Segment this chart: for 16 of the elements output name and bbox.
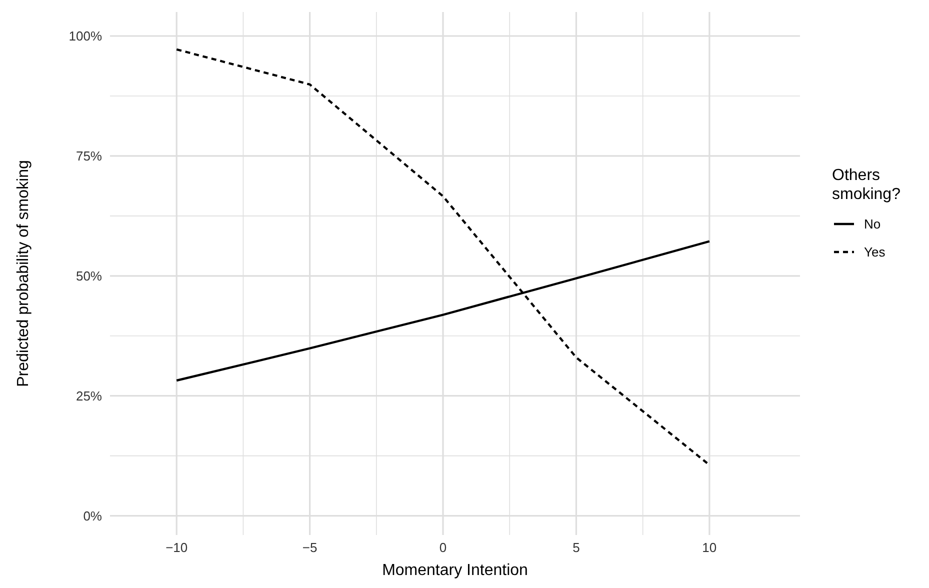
line-series — [176, 48, 711, 466]
y-tick-label: 0% — [83, 508, 102, 524]
x-tick-label: 0 — [439, 540, 447, 555]
y-axis-title: Predicted probability of smoking — [15, 160, 32, 387]
legend-title: Others smoking? — [832, 167, 901, 203]
y-tick-label: 25% — [76, 388, 102, 404]
x-tick-label: −5 — [302, 540, 318, 555]
x-tick-label: −10 — [166, 540, 188, 555]
legend-label: No — [864, 216, 881, 232]
y-tick-label: 50% — [76, 268, 102, 284]
y-tick-label: 100% — [68, 28, 102, 44]
x-tick-label: 5 — [572, 540, 580, 555]
y-tick-label: 75% — [76, 148, 102, 164]
legend-label: Yes — [864, 244, 886, 260]
x-axis-title: Momentary Intention — [382, 562, 528, 579]
x-tick-label: 10 — [702, 540, 717, 555]
